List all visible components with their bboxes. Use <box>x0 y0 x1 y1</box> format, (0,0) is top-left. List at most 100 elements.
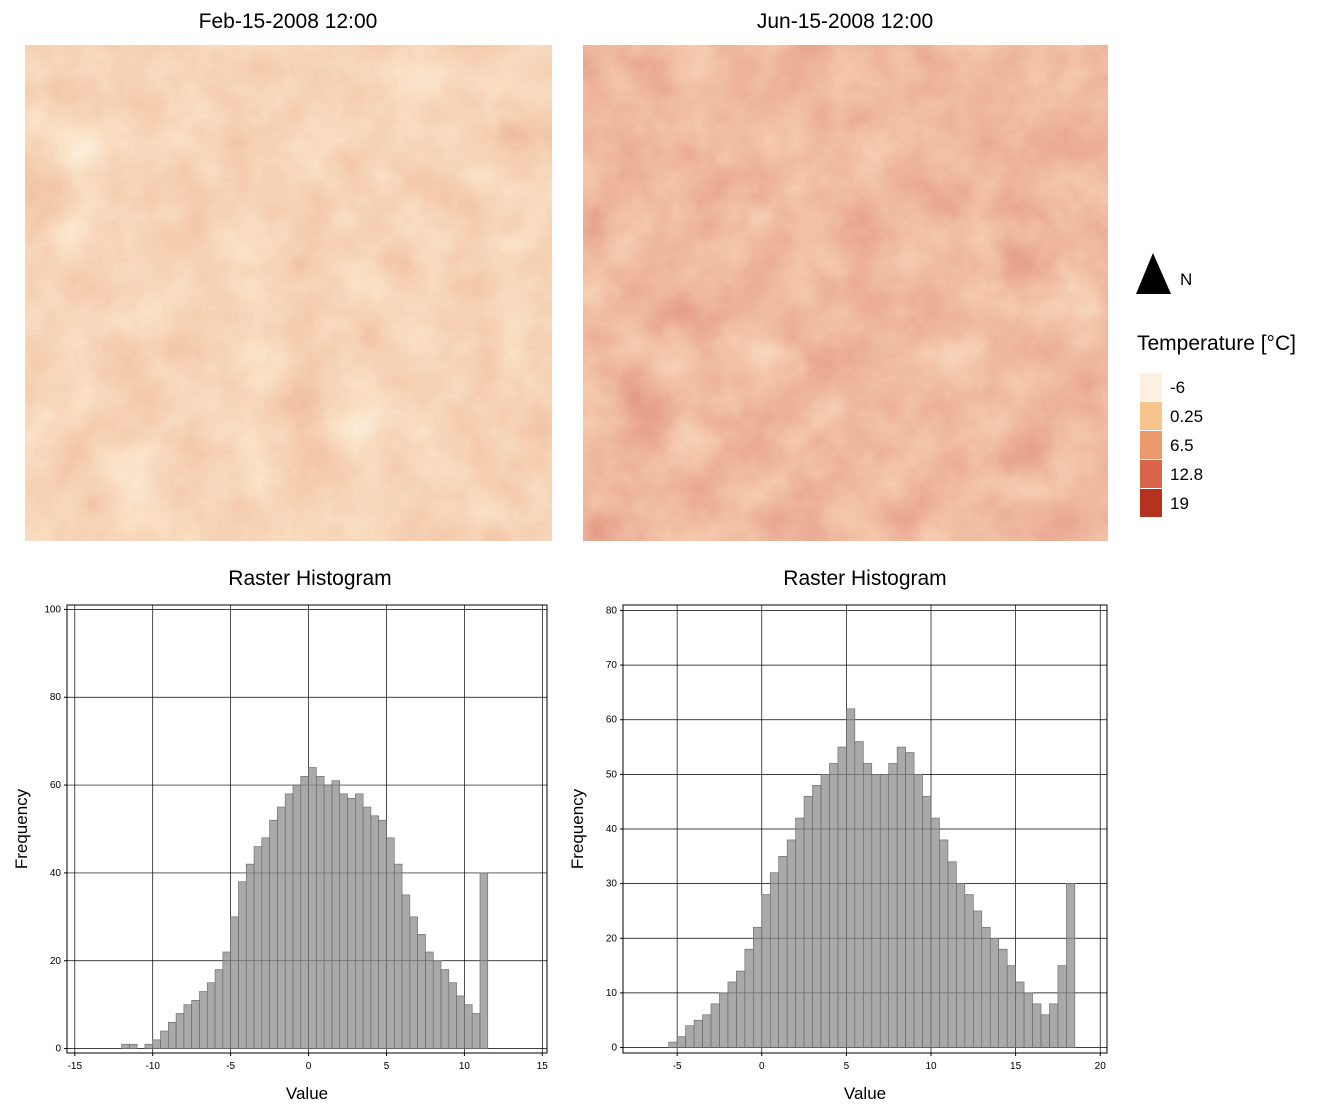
plot-frame <box>622 604 1108 1054</box>
histogram-bar <box>331 780 341 1049</box>
legend-label: 0.25 <box>1170 407 1203 426</box>
legend-label: -6 <box>1170 378 1185 397</box>
x-tick-label: 10 <box>925 1061 937 1072</box>
histogram-bar <box>121 1043 130 1049</box>
histogram-bar <box>370 815 379 1049</box>
legend-swatch <box>1140 373 1162 401</box>
x-tick-label: -5 <box>226 1061 235 1072</box>
histogram-bar <box>905 752 915 1048</box>
histogram-bar <box>308 767 317 1049</box>
histogram-bar <box>1006 965 1016 1048</box>
histogram-bar <box>167 1021 177 1049</box>
histogram-bar <box>386 837 395 1049</box>
histogram-bar <box>456 995 465 1049</box>
histogram-bar <box>362 806 372 1049</box>
histogram-bar <box>744 948 754 1048</box>
histogram-bar <box>183 1004 192 1049</box>
histogram-bar <box>409 916 418 1049</box>
histogram-bar <box>238 881 247 1049</box>
histogram-bar <box>786 839 796 1048</box>
histogram-bar <box>175 1013 185 1049</box>
histogram-bar <box>448 982 457 1049</box>
histogram-bar <box>464 1004 473 1049</box>
histogram-bar <box>222 951 231 1049</box>
chart-title: Raster Histogram <box>783 567 946 590</box>
histogram-bar <box>846 708 856 1048</box>
x-tick-label: 5 <box>384 1061 390 1072</box>
histogram-bar <box>355 793 364 1049</box>
y-tick-label: 40 <box>606 824 618 835</box>
histogram-bar <box>761 894 771 1048</box>
y-tick-label: 20 <box>50 956 62 967</box>
y-tick-label: 100 <box>44 604 61 615</box>
histogram-bar <box>685 1025 695 1048</box>
histogram-bar <box>316 775 325 1049</box>
histogram-bar <box>769 872 779 1048</box>
histogram-bar <box>425 951 434 1049</box>
y-axis-label: Frequency <box>12 788 31 869</box>
y-tick-label: 40 <box>50 868 62 879</box>
histogram-bar <box>956 883 966 1048</box>
histogram-bar <box>292 784 302 1049</box>
legend-label: 19 <box>1170 494 1189 513</box>
map-image <box>583 45 1108 541</box>
y-tick-label: 60 <box>606 715 618 726</box>
histogram-bar <box>432 960 442 1049</box>
histogram-bar <box>269 819 278 1049</box>
histogram-bar <box>863 763 873 1048</box>
histogram-bar <box>888 763 898 1048</box>
histogram-bar <box>973 910 983 1048</box>
histogram-bar <box>922 795 932 1048</box>
histogram-bar <box>214 969 224 1049</box>
histogram-bar <box>668 1041 678 1048</box>
plot-frame <box>66 604 548 1054</box>
y-tick-label: 80 <box>50 692 62 703</box>
histogram-bar <box>854 741 864 1048</box>
histogram-bar <box>778 856 788 1048</box>
histogram-bar <box>820 774 830 1048</box>
chart-title: Raster Histogram <box>228 567 391 590</box>
map-title: Feb-15-2008 12:00 <box>199 10 378 33</box>
histogram-bar <box>160 1030 169 1049</box>
histogram-bar <box>144 1043 154 1049</box>
x-tick-label: 20 <box>1095 1061 1107 1072</box>
histogram-bar <box>998 948 1008 1048</box>
histogram-bar <box>245 863 255 1049</box>
histogram-bar <box>1066 883 1076 1048</box>
histogram-bar <box>795 817 805 1048</box>
histogram-bar <box>896 746 906 1048</box>
histogram-bar <box>829 763 839 1048</box>
histogram-bar <box>736 970 746 1048</box>
legend-swatch <box>1140 431 1162 459</box>
histogram-bar <box>199 991 208 1049</box>
histogram-bar <box>323 784 333 1049</box>
x-axis-label: Value <box>844 1084 886 1103</box>
histogram-bar <box>152 1039 161 1049</box>
x-tick-label: -15 <box>68 1061 83 1072</box>
histogram-bar <box>1023 992 1033 1048</box>
histogram-bar <box>347 797 356 1049</box>
y-tick-label: 20 <box>606 933 618 944</box>
x-tick-label: 0 <box>306 1061 312 1072</box>
legend: -6 0.25 6.5 12.8 19 <box>1140 373 1203 517</box>
y-tick-label: 60 <box>50 780 62 791</box>
histogram-bar <box>284 793 294 1049</box>
legend-swatch <box>1140 460 1162 488</box>
legend-swatch <box>1140 402 1162 430</box>
histogram-bar <box>1040 1014 1050 1048</box>
histogram-bar <box>676 1036 686 1048</box>
histogram-bar <box>471 1013 481 1049</box>
histogram-bar <box>964 894 974 1048</box>
histogram-bar <box>300 775 309 1049</box>
north-label: N <box>1180 270 1192 289</box>
map-image <box>25 45 552 541</box>
histogram-bar <box>129 1043 138 1049</box>
histogram-bar <box>191 999 200 1049</box>
y-tick-label: 80 <box>606 605 618 616</box>
histogram-bar <box>230 916 239 1049</box>
histogram-bar <box>339 793 348 1049</box>
y-tick-label: 30 <box>606 879 618 890</box>
histogram-bar <box>981 927 991 1048</box>
